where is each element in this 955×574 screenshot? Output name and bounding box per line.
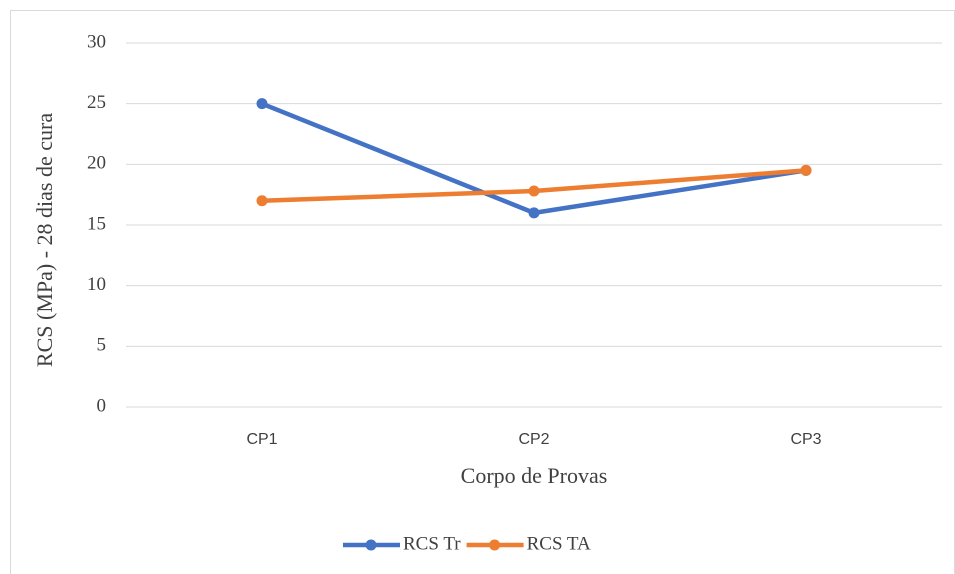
x-tick-label: CP3	[790, 431, 821, 448]
series-marker	[528, 185, 540, 197]
legend-marker	[489, 539, 501, 551]
y-tick-label: 15	[87, 213, 106, 234]
series-marker	[528, 207, 540, 219]
legend-marker	[365, 539, 377, 551]
legend-label: RCS TA	[527, 533, 591, 554]
x-tick-label: CP1	[246, 431, 277, 448]
chart-border	[10, 10, 955, 574]
y-tick-label: 0	[97, 395, 107, 416]
y-tick-label: 5	[97, 335, 107, 356]
y-axis-label: RCS (MPa) - 28 dias de cura	[32, 113, 57, 367]
series-marker	[256, 195, 268, 207]
x-tick-label: CP2	[518, 431, 549, 448]
y-tick-label: 10	[87, 274, 106, 295]
x-axis-label: Corpo de Provas	[461, 463, 608, 488]
y-tick-label: 25	[87, 92, 106, 113]
legend-label: RCS Tr	[403, 533, 461, 554]
y-tick-label: 20	[87, 153, 106, 174]
series-marker	[256, 98, 268, 110]
series-marker	[800, 164, 812, 176]
y-tick-label: 30	[87, 31, 106, 52]
